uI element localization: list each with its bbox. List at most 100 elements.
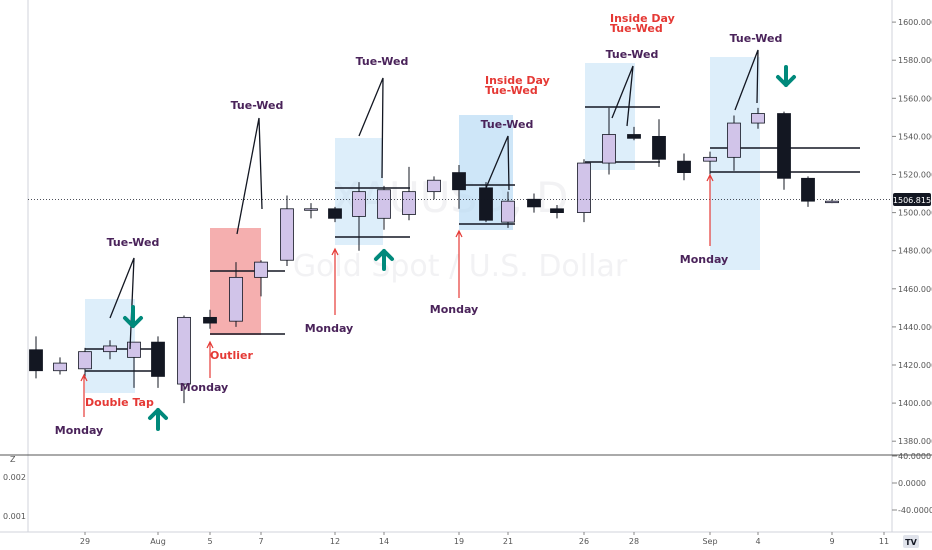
label-tuewed-2: Tue-Wed <box>231 99 284 112</box>
candle <box>402 166 416 221</box>
time-tick-label: 28 <box>629 537 639 546</box>
pointer-tuewed4 <box>485 135 510 191</box>
red-arrow-icon <box>455 229 463 298</box>
label-monday-5: Monday <box>680 253 728 266</box>
time-tick-label: 12 <box>330 537 340 546</box>
time-tick-label: 29 <box>80 537 90 546</box>
price-tick-label: 1500.000 <box>898 209 932 218</box>
candle-body <box>29 349 43 372</box>
time-tick-label: 11 <box>879 537 889 546</box>
label-monday-3: Monday <box>305 322 353 335</box>
indicator-left-label: 0.002 <box>3 473 26 482</box>
pointer-tuewed5 <box>611 65 634 127</box>
candle-body <box>652 135 666 160</box>
candle <box>328 206 342 223</box>
candle-body <box>352 191 366 217</box>
candle <box>377 185 391 230</box>
time-tick-label: 21 <box>503 537 513 546</box>
candlestick-series <box>29 107 839 404</box>
time-tick-label: Sep <box>702 537 717 546</box>
teal-arrows <box>123 65 796 431</box>
price-axis[interactable]: 1600.000 1580.000 1560.000 1540.000 1520.000… <box>892 18 932 446</box>
monday-arrows <box>80 173 714 417</box>
candle-body <box>53 362 67 372</box>
candle <box>151 336 165 388</box>
candle <box>479 182 493 223</box>
label-inside-day-1-sub: Tue-Wed <box>485 84 538 97</box>
candle <box>78 347 92 379</box>
candle <box>501 191 515 228</box>
last-price-tag-bg <box>893 193 931 206</box>
candle <box>627 126 641 141</box>
red-arrow-icon <box>206 340 214 378</box>
price-tick-label: 1420.000 <box>898 361 932 370</box>
candle <box>352 182 366 251</box>
price-tick-label: 1460.000 <box>898 285 932 294</box>
candle-body <box>203 316 217 324</box>
candle <box>777 111 791 190</box>
candle-body <box>801 177 815 202</box>
indicator-marker: Z <box>10 455 16 464</box>
candle <box>280 195 294 266</box>
label-double-tap: Double Tap <box>85 396 154 409</box>
candle-body <box>627 134 641 139</box>
last-price-tag: 1506.815 <box>893 193 931 206</box>
price-tick-label: 1540.000 <box>898 132 932 141</box>
svg-text:TV: TV <box>905 538 917 547</box>
tradingview-logo-icon[interactable]: TV <box>903 535 919 548</box>
candle <box>427 176 441 200</box>
candle-body <box>280 208 294 261</box>
pointer-tuewed3 <box>358 77 384 179</box>
candle <box>577 159 591 223</box>
price-tick-label: 1440.000 <box>898 323 932 332</box>
price-tick-label: 1580.000 <box>898 56 932 65</box>
candle <box>29 336 43 379</box>
candle-body <box>825 200 839 204</box>
label-monday-2: Monday <box>180 381 228 394</box>
candle <box>103 340 117 360</box>
label-tuewed-5: Tue-Wed <box>606 48 659 61</box>
candle <box>727 115 741 171</box>
candle <box>203 309 217 329</box>
candle-body <box>777 113 791 179</box>
red-arrow-icon <box>331 247 339 315</box>
candle-body <box>703 156 717 162</box>
candle-body <box>727 122 741 158</box>
last-price-value: 1506.815 <box>893 196 931 205</box>
candle-body <box>377 189 391 219</box>
time-tick-label: 14 <box>379 537 389 546</box>
candle-body <box>229 276 243 322</box>
candle-body <box>402 191 416 215</box>
price-tick-label: 1380.000 <box>898 437 932 446</box>
time-axis[interactable]: 29 Aug 5 7 12 14 19 21 26 28 Sep 4 9 11 <box>80 532 889 546</box>
pointer-tuewed6 <box>734 49 759 111</box>
indicator-axis[interactable]: 40.0000 0.0000 -40.0000 0.002 0.001 Z <box>3 452 932 521</box>
candle-body <box>427 179 441 193</box>
indicator-tick-label: -40.0000 <box>898 506 932 515</box>
candle <box>53 357 67 375</box>
price-tick-label: 1600.000 <box>898 18 932 27</box>
candle-body <box>527 198 541 208</box>
candle-body <box>177 316 191 385</box>
candle-body <box>151 341 165 377</box>
candle-body <box>602 134 616 164</box>
candle-body <box>550 208 564 213</box>
candle <box>801 176 815 207</box>
watermark-description: Gold Spot / U.S. Dollar <box>293 249 628 284</box>
watermark-symbol: XAUUSD, D <box>331 173 568 222</box>
label-monday-1: Monday <box>55 424 103 437</box>
teal-up-arrow-icon <box>148 408 168 431</box>
candle-body <box>78 351 92 370</box>
candle <box>652 119 666 167</box>
teal-down-arrow-icon <box>123 305 143 328</box>
candle <box>229 262 243 327</box>
time-tick-label: 7 <box>258 537 263 546</box>
price-tick-label: 1560.000 <box>898 94 932 103</box>
candle <box>602 107 616 175</box>
label-inside-day-1: Inside Day <box>485 74 550 87</box>
time-tick-label: Aug <box>150 537 166 546</box>
time-tick-label: 26 <box>579 537 589 546</box>
label-tuewed-1: Tue-Wed <box>107 236 160 249</box>
time-tick-label: 19 <box>454 537 464 546</box>
